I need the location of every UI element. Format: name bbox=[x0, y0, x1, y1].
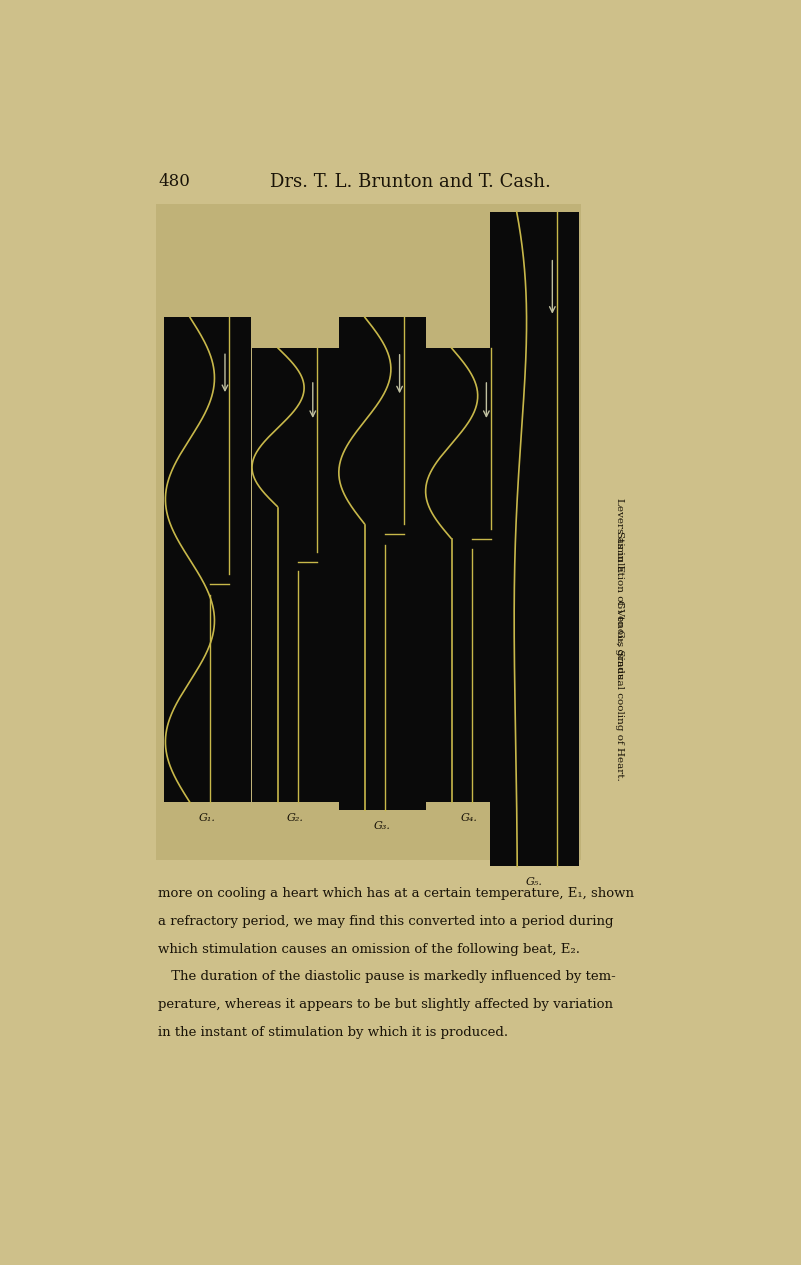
Bar bbox=[252, 348, 339, 802]
Text: G₁ to G₅, gradual cooling of Heart.: G₁ to G₅, gradual cooling of Heart. bbox=[615, 601, 624, 782]
Bar bbox=[339, 318, 425, 810]
Text: a refractory period, we may find this converted into a period during: a refractory period, we may find this co… bbox=[159, 915, 614, 927]
Text: G₂.: G₂. bbox=[287, 813, 304, 824]
Bar bbox=[163, 318, 252, 802]
Text: The duration of the diastolic pause is markedly influenced by tem-: The duration of the diastolic pause is m… bbox=[159, 970, 616, 983]
Text: G₄.: G₄. bbox=[461, 813, 477, 824]
Text: 480: 480 bbox=[159, 173, 190, 190]
Text: Drs. T. L. Brunton and T. Cash.: Drs. T. L. Brunton and T. Cash. bbox=[270, 173, 551, 191]
Text: perature, whereas it appears to be but slightly affected by variation: perature, whereas it appears to be but s… bbox=[159, 998, 614, 1011]
Text: Stimulation of Venous Sinus.: Stimulation of Venous Sinus. bbox=[615, 531, 624, 682]
Text: in the instant of stimulation by which it is produced.: in the instant of stimulation by which i… bbox=[159, 1026, 509, 1039]
Bar bbox=[156, 204, 581, 860]
Text: G₃.: G₃. bbox=[374, 821, 391, 831]
Text: G₁.: G₁. bbox=[199, 813, 216, 824]
Text: Levers as in E.: Levers as in E. bbox=[615, 498, 624, 576]
Bar bbox=[425, 348, 513, 802]
Text: G₅.: G₅. bbox=[526, 877, 543, 887]
Text: more on cooling a heart which has at a certain temperature, E₁, shown: more on cooling a heart which has at a c… bbox=[159, 887, 634, 901]
Text: which stimulation causes an omission of the following beat, E₂.: which stimulation causes an omission of … bbox=[159, 942, 580, 955]
Bar bbox=[490, 211, 579, 867]
